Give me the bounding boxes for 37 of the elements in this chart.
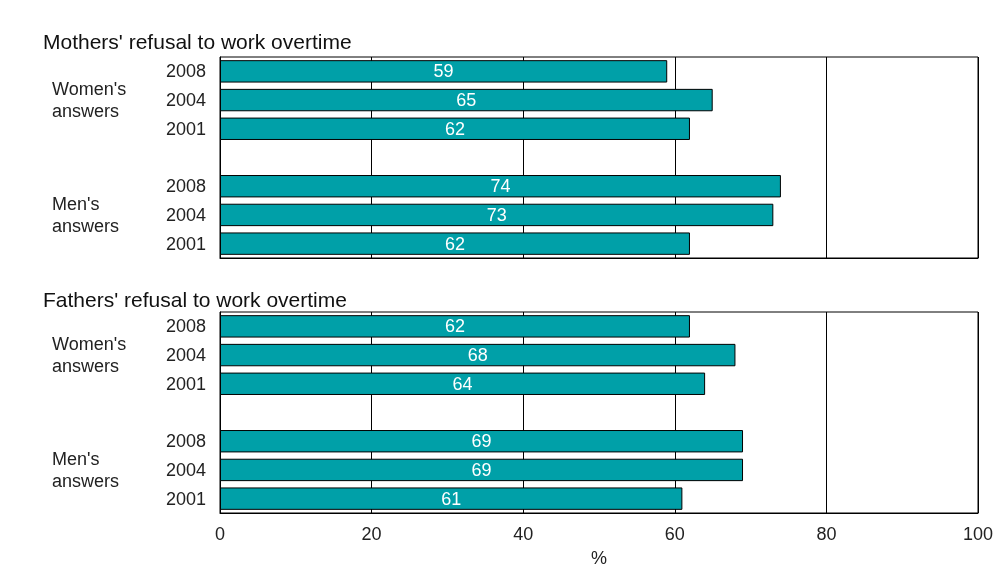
data-label: 68 — [467, 345, 488, 366]
data-label: 74 — [490, 176, 511, 197]
chart-title: Mothers' refusal to work overtime — [43, 30, 352, 53]
y-tick-label: 2008 — [165, 61, 206, 82]
y-tick-label: 2001 — [165, 373, 206, 394]
x-tick-label: 40 — [513, 524, 534, 544]
y-tick-label: 2008 — [165, 176, 206, 197]
y-tick-label: 2004 — [165, 204, 206, 225]
y-tick-label: 2001 — [165, 488, 206, 509]
x-tick-label: 80 — [816, 524, 837, 544]
text: Men's answers — [52, 448, 120, 491]
data-label: 61 — [441, 488, 462, 509]
y-tick-label: 2008 — [165, 431, 206, 452]
text: Men's answers — [52, 193, 120, 236]
text: Women's answers — [52, 334, 132, 377]
data-label: 64 — [452, 373, 473, 394]
y-tick-label: 2001 — [165, 118, 206, 139]
x-axis-title: % — [590, 548, 608, 568]
chart-title: Fathers' refusal to work overtime — [43, 288, 347, 311]
data-label: 62 — [444, 118, 465, 139]
data-label: 69 — [471, 431, 492, 452]
data-label: 59 — [433, 61, 454, 82]
text: Women's answers — [52, 79, 132, 122]
data-label: 62 — [444, 316, 465, 337]
x-tick-label: 100 — [962, 524, 994, 544]
data-label: 65 — [456, 90, 477, 111]
y-tick-label: 2001 — [165, 233, 206, 254]
y-tick-label: 2004 — [165, 90, 206, 111]
y-tick-label: 2004 — [165, 459, 206, 480]
x-tick-label: 60 — [664, 524, 685, 544]
data-label: 73 — [486, 204, 507, 225]
y-tick-label: 2004 — [165, 345, 206, 366]
data-label: 62 — [444, 233, 465, 254]
x-tick-label: 20 — [361, 524, 382, 544]
x-tick-label: 0 — [214, 524, 226, 544]
y-tick-label: 2008 — [165, 316, 206, 337]
data-label: 69 — [471, 459, 492, 480]
